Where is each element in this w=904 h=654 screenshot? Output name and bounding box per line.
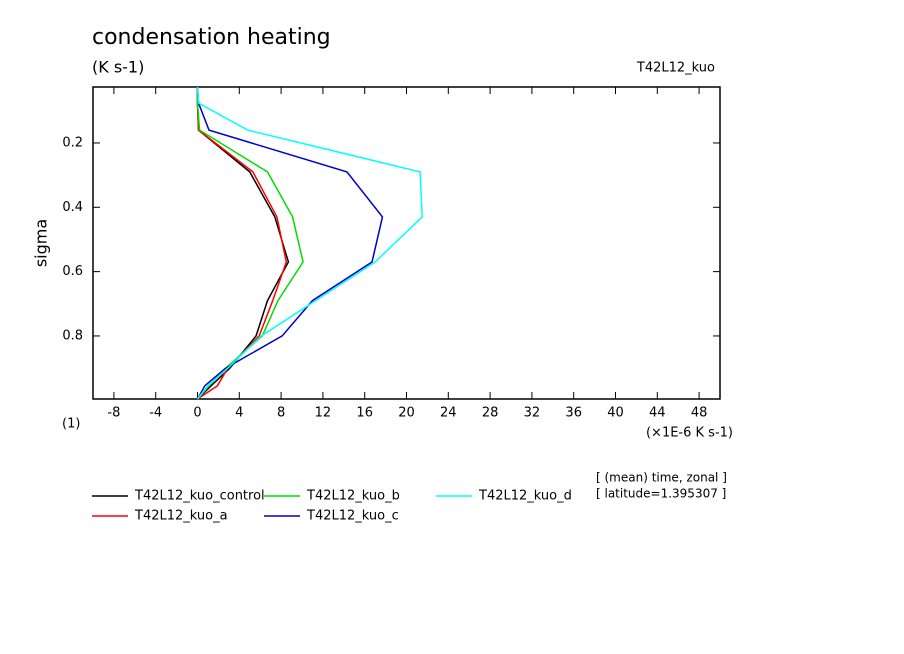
x-tick-label: 44 — [649, 406, 666, 421]
y-tick-label: 0.4 — [62, 200, 83, 215]
y-tick-label: 0.6 — [62, 264, 83, 279]
series-line — [196, 87, 304, 400]
corner-label: (1) — [62, 417, 80, 432]
run-label: T42L12_kuo — [636, 61, 715, 76]
x-tick-label: 0 — [193, 406, 201, 421]
legend-label: T42L12_kuo_d — [478, 489, 572, 504]
x-tick-label: 4 — [235, 406, 243, 421]
x-tick-label: 24 — [440, 406, 457, 421]
x-tick-label: 28 — [482, 406, 499, 421]
x-tick-label: 8 — [277, 406, 285, 421]
x-tick-label: 40 — [607, 406, 624, 421]
plot-frame — [92, 86, 721, 400]
legend-label: T42L12_kuo_a — [134, 509, 228, 524]
x-tick-label: 36 — [565, 406, 582, 421]
x-axis-label: (×1E-6 K s-1) — [646, 426, 733, 441]
series-line — [196, 86, 423, 400]
legend-label: T42L12_kuo_control — [134, 489, 265, 504]
legend-label: T42L12_kuo_b — [306, 489, 400, 504]
x-tick-label: 48 — [691, 406, 708, 421]
note: [ (mean) time, zonal ] — [596, 471, 727, 485]
chart-title: condensation heating — [92, 25, 331, 50]
y-axis-label: sigma — [32, 219, 51, 267]
x-tick-label: 20 — [398, 406, 415, 421]
x-tick-label: 16 — [356, 406, 373, 421]
x-tick-label: -8 — [107, 406, 120, 421]
legend-label: T42L12_kuo_c — [306, 509, 399, 524]
x-tick-label: 32 — [524, 406, 541, 421]
x-tick-label: -4 — [149, 406, 162, 421]
y-tick-label: 0.2 — [62, 135, 83, 150]
x-tick-label: 12 — [315, 406, 332, 421]
y-tick-label: 0.8 — [62, 328, 83, 343]
chart-subtitle: (K s-1) — [92, 58, 144, 77]
note: [ latitude=1.395307 ] — [596, 487, 726, 501]
series-line — [196, 86, 384, 400]
